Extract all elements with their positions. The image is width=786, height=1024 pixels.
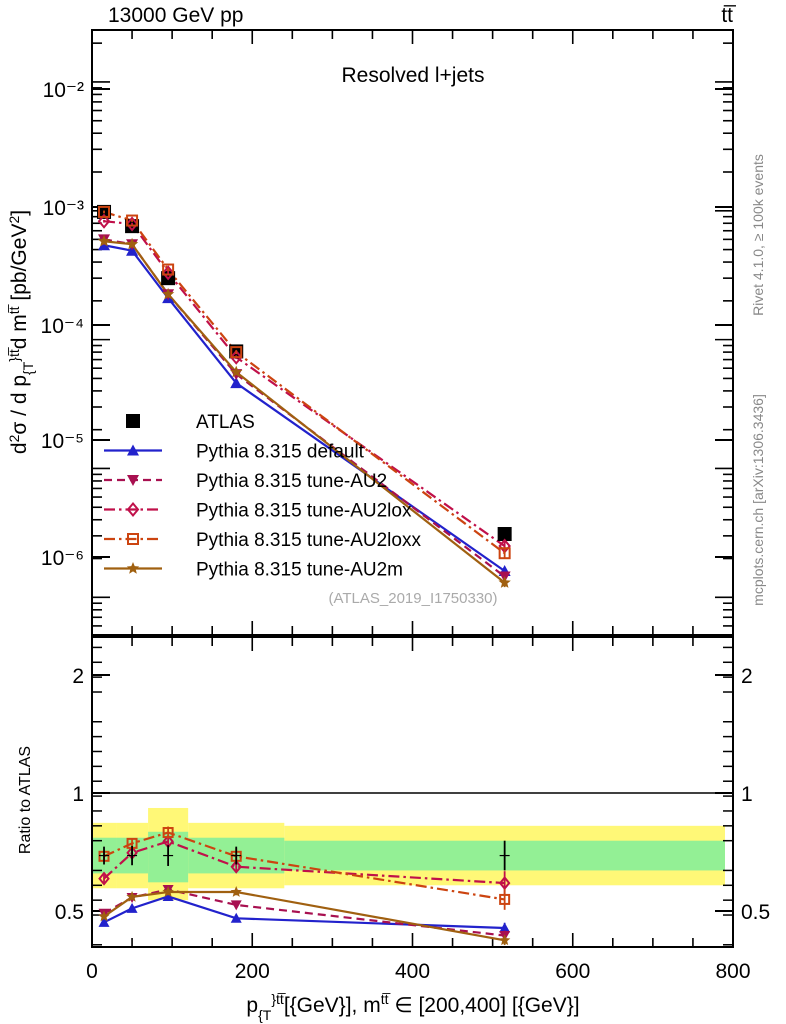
marker-diamond-open xyxy=(97,213,111,229)
ratio-y-axis-label: Ratio to ATLAS xyxy=(17,746,34,854)
x-tick-label-0: 0 xyxy=(86,960,98,983)
main-panel-annotation: Resolved l+jets xyxy=(342,64,485,87)
legend[interactable]: ATLAS Pythia 8.315 default Pythia 8.315 tu… xyxy=(104,412,421,581)
marker-square-open xyxy=(98,205,111,218)
legend-marker-square-filled-icon xyxy=(126,414,140,428)
main-x-ticks xyxy=(91,30,734,635)
x-tick-label-4: 800 xyxy=(715,960,750,983)
marker-star xyxy=(126,890,138,902)
legend-marker-square-open-icon xyxy=(127,533,139,545)
marker-triangle-down xyxy=(230,900,242,911)
marker-square-filled xyxy=(497,527,512,542)
legend-entry-ATLAS[interactable]: ATLAS xyxy=(126,412,255,433)
ratio-y-ticks: 2 1 0.5 2 1 0.5 xyxy=(55,646,770,946)
ratio-ytick-label-right-0: 2 xyxy=(741,665,753,688)
marker-star xyxy=(498,576,511,588)
legend-entry-Pythia-8-315-tune-AU2[interactable]: Pythia 8.315 tune-AU2 xyxy=(104,471,387,492)
ratio-x-ticks xyxy=(91,637,734,947)
main-ytick-label-1: 10⁻³ xyxy=(43,197,84,220)
marker-square-open xyxy=(230,346,243,359)
marker-star xyxy=(230,365,243,378)
legend-marker-star-icon xyxy=(126,562,140,574)
legend-label-5: Pythia 8.315 tune-AU2m xyxy=(196,560,403,581)
legend-marker-triangle-down-icon xyxy=(127,475,139,486)
main-ytick-label-2: 10⁻⁴ xyxy=(41,315,84,338)
main-ytick-label-0: 10⁻² xyxy=(43,79,84,102)
x-axis-label: p{T}tt̅[{GeV}], mtt̅ ∈ [200,400] [{GeV}] xyxy=(246,991,579,1023)
legend-label-0: ATLAS xyxy=(196,412,255,433)
main-panel: d2σ / d p{T}tt̅d mtt̅ [pb/GeV2] 10⁻² 10⁻… xyxy=(6,29,734,636)
marker-diamond-open xyxy=(498,875,511,891)
sidebar-mcplots-reference: mcplots.cern.ch [arXiv:1306.3436] xyxy=(750,394,766,606)
marker-star xyxy=(125,237,139,250)
marker-square-open xyxy=(499,893,511,905)
marker-diamond-open xyxy=(229,349,243,365)
marker-triangle-up xyxy=(230,912,242,923)
x-tick-label-3: 600 xyxy=(555,960,590,983)
header-left-beam-label: 13000 GeV pp xyxy=(108,4,243,27)
sidebar-rivet-version: Rivet 4.1.0, ≥ 100k events xyxy=(750,154,766,316)
x-tick-label-2: 400 xyxy=(395,960,430,983)
marker-star xyxy=(498,934,511,946)
marker-square-open xyxy=(498,547,511,560)
marker-square-open xyxy=(126,214,139,227)
legend-entry-Pythia-8-315-tune-AU2loxx[interactable]: Pythia 8.315 tune-AU2loxx xyxy=(104,530,421,551)
ratio-data-series-group xyxy=(98,826,511,946)
marker-diamond-open xyxy=(125,216,139,232)
marker-square-open xyxy=(162,263,175,276)
marker-triangle-up xyxy=(126,902,138,913)
marker-star xyxy=(97,234,111,247)
legend-entry-Pythia-8-315-tune-AU2lox[interactable]: Pythia 8.315 tune-AU2lox xyxy=(104,501,412,522)
analysis-watermark: (ATLAS_2019_I1750330) xyxy=(328,590,497,607)
legend-label-4: Pythia 8.315 tune-AU2loxx xyxy=(196,530,421,551)
legend-label-2: Pythia 8.315 tune-AU2 xyxy=(196,471,387,492)
x-axis-tick-labels: 0 200 400 600 800 xyxy=(86,960,750,983)
marker-star xyxy=(162,885,174,897)
header-right-process-label: tt̅ xyxy=(721,4,737,27)
main-data-series-group xyxy=(97,204,512,588)
legend-marker-diamond-open-icon xyxy=(126,501,140,518)
legend-entry-Pythia-8-315-default[interactable]: Pythia 8.315 default xyxy=(104,442,365,463)
main-ytick-label-3: 10⁻⁵ xyxy=(41,430,84,453)
ratio-ytick-label-left-2: 0.5 xyxy=(55,901,84,924)
legend-label-3: Pythia 8.315 tune-AU2lox xyxy=(196,501,412,522)
main-y-axis-label: d2σ / d p{T}tt̅d mtt̅ [pb/GeV2] xyxy=(6,210,36,454)
marker-diamond-open xyxy=(230,859,243,874)
marker-diamond-open xyxy=(161,265,175,281)
ratio-ytick-label-right-2: 0.5 xyxy=(741,901,770,924)
marker-diamond-open xyxy=(98,871,110,886)
x-tick-label-1: 200 xyxy=(235,960,270,983)
main-ytick-label-4: 10⁻⁶ xyxy=(41,547,84,570)
marker-square-open xyxy=(162,827,174,839)
marker-star xyxy=(230,885,242,897)
ratio-ytick-label-left-0: 2 xyxy=(72,665,84,688)
main-y-ticks: 10⁻² 10⁻³ 10⁻⁴ 10⁻⁵ 10⁻⁶ xyxy=(41,42,733,627)
legend-marker-triangle-up-icon xyxy=(127,444,139,456)
marker-triangle-up xyxy=(230,377,243,389)
marker-triangle-up xyxy=(499,922,511,933)
ratio-panel: Ratio to ATLAS 2 1 0.5 2 1 0.5 0 200 400 60… xyxy=(17,636,770,1023)
marker-triangle-up xyxy=(98,916,110,927)
marker-triangle-up xyxy=(162,890,174,901)
svg-text:d2σ / d p{T}tt̅d mtt̅ [pb/GeV: d2σ / d p{T}tt̅d mtt̅ [pb/GeV2] xyxy=(6,210,36,454)
ratio-ytick-label-left-1: 1 xyxy=(72,783,84,806)
legend-label-1: Pythia 8.315 default xyxy=(196,442,365,463)
ratio-line-Pythia-8-315-tune-AU2lox xyxy=(103,840,505,885)
marker-star xyxy=(98,910,110,922)
ratio-ytick-label-right-1: 1 xyxy=(741,783,753,806)
legend-entry-Pythia-8-315-tune-AU2m[interactable]: Pythia 8.315 tune-AU2m xyxy=(104,560,403,581)
marker-star xyxy=(161,287,175,300)
